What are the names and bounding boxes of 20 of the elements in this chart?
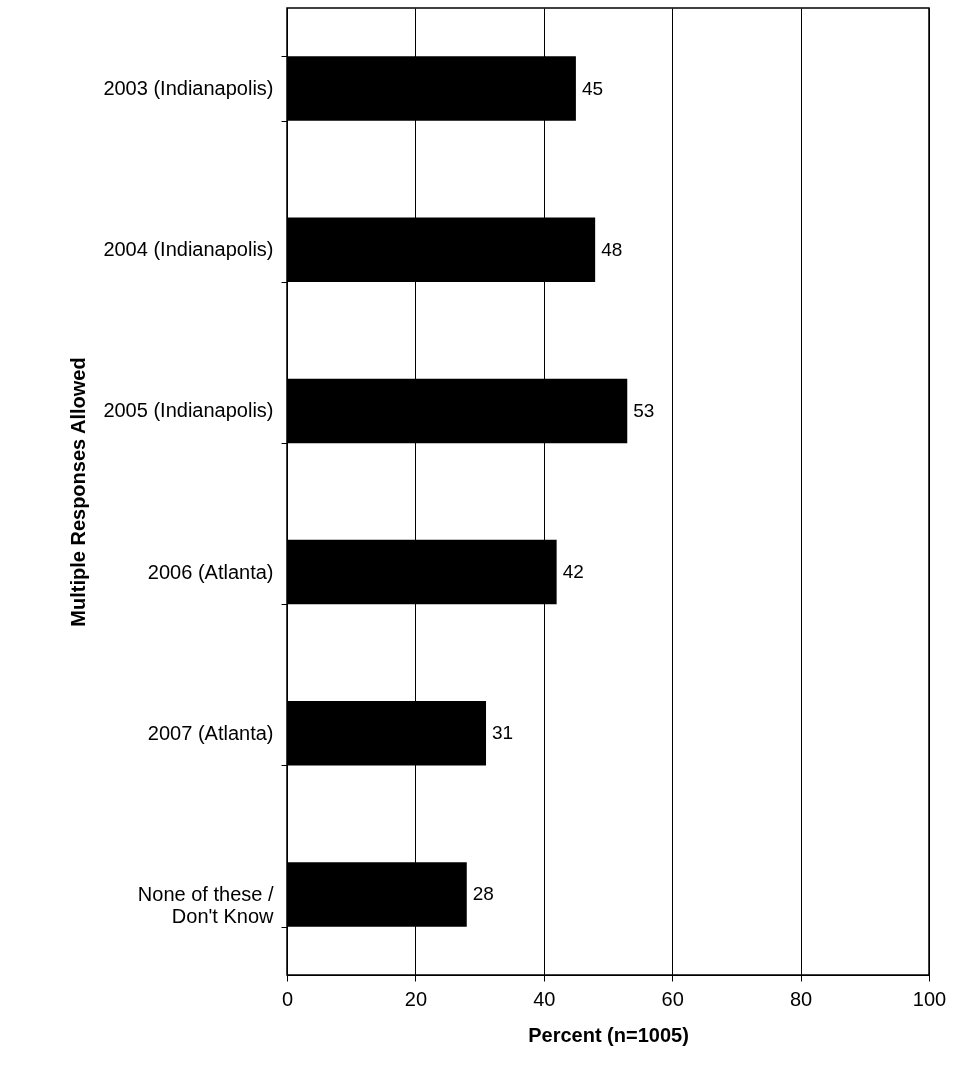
data-label: 28 — [472, 883, 494, 905]
y-tick-label: 2004 (Indianapolis) — [103, 238, 274, 261]
y-tick-label: 2005 (Indianapolis) — [103, 399, 274, 422]
data-label: 45 — [581, 77, 604, 99]
x-tick-label: 80 — [789, 987, 813, 1010]
data-label: 48 — [601, 238, 623, 260]
x-tick-label: 20 — [404, 987, 428, 1010]
x-tick-label: 0 — [281, 987, 294, 1010]
x-tick-label: 60 — [661, 987, 684, 1010]
y-tick-label: None of these / Don't Know — [137, 882, 275, 927]
data-label: 53 — [633, 399, 655, 421]
x-axis-title: Percent (n=1005) — [528, 1023, 689, 1046]
x-tick-label: 100 — [912, 987, 947, 1010]
data-label: 42 — [562, 561, 584, 583]
y-axis-title: Multiple Responses Allowed — [67, 357, 90, 627]
y-tick-label: 2003 (Indianapolis) — [103, 77, 274, 100]
y-tick-label: 2007 (Atlanta) — [147, 721, 274, 744]
x-tick-label: 40 — [533, 987, 556, 1010]
data-label: 31 — [492, 722, 514, 744]
y-tick-label: 2006 (Atlanta) — [147, 560, 274, 583]
